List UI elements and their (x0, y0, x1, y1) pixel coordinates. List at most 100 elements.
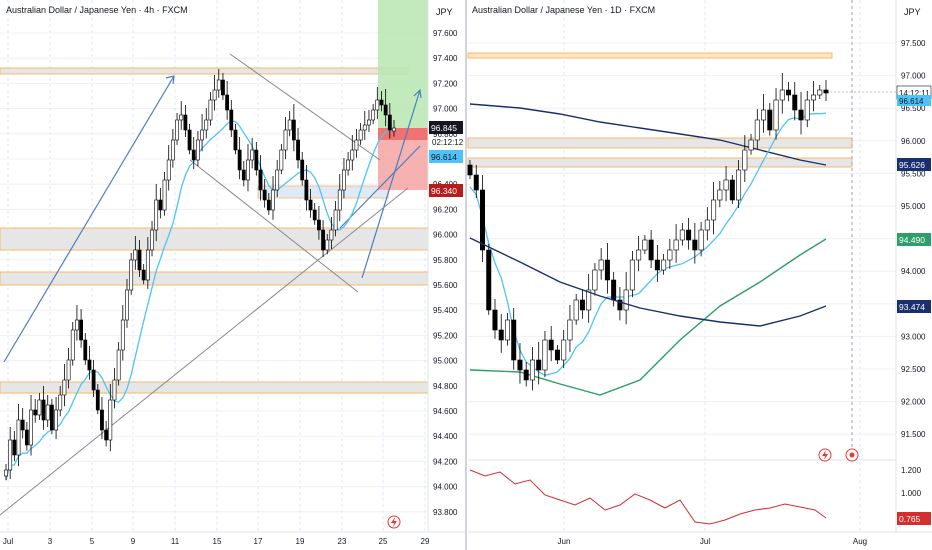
left-candle-body (262, 189, 267, 201)
trend-arrow-1-head (165, 75, 175, 85)
left-resistance-zone (0, 67, 409, 75)
left-candle-body (70, 329, 75, 361)
left-time-tick: 11 (171, 537, 180, 546)
right-candle-body (823, 89, 829, 94)
left-candle-body (337, 189, 342, 211)
left-candle-body (279, 149, 284, 171)
right-ma-slow-label: 95.626 (899, 160, 925, 170)
right-candle-body (504, 319, 510, 341)
right-candle-body (736, 169, 742, 201)
left-candle-body (383, 104, 388, 116)
right-candle-body (654, 259, 660, 271)
left-candle-body (154, 199, 159, 231)
left-candle-body (254, 149, 259, 171)
right-price-tick: 95.500 (901, 169, 926, 178)
right-currency-label: JPY (904, 7, 921, 17)
right-candle-body (592, 269, 598, 291)
left-candle-body (333, 209, 338, 231)
left-price-tick: 95.400 (433, 306, 458, 315)
right-candle-body (536, 359, 542, 371)
right-candle-body (761, 109, 767, 121)
left-price-tick: 96.200 (433, 205, 458, 214)
left-candle-body (221, 79, 225, 96)
right-price-tick: 94.000 (901, 267, 926, 276)
left-candle-body (116, 349, 121, 381)
left-candles (4, 69, 396, 481)
right-candle-body (779, 89, 785, 101)
left-price-axis (428, 0, 466, 532)
left-time-tick: 29 (421, 537, 430, 546)
left-candle-body (29, 409, 33, 446)
left-candle-body (246, 159, 250, 181)
left-candle-body (271, 189, 275, 211)
left-candle-body (362, 124, 367, 131)
right-candle-body (617, 299, 623, 311)
left-candle-body (191, 149, 196, 161)
right-candles (467, 73, 829, 391)
left-candle-body (204, 119, 209, 131)
left-price-badge (429, 121, 463, 134)
left-candle-body (58, 394, 63, 411)
right-candle-body (611, 279, 617, 301)
left-candle-body (312, 209, 317, 221)
left-candle-body (241, 169, 246, 181)
left-candle-body (108, 399, 113, 441)
right-candle-body (642, 239, 648, 251)
right-candle-body (698, 229, 704, 251)
left-candle-body (133, 249, 138, 261)
left-candle-body (196, 139, 200, 161)
left-candle-body (137, 249, 142, 271)
left-candle-body (179, 114, 184, 121)
left-candle-body (308, 199, 313, 211)
left-candle-body (225, 94, 230, 111)
left-candle-body (24, 429, 29, 446)
left-candle-body (162, 179, 167, 211)
left-candle-body (83, 339, 88, 361)
left-candle-body (79, 319, 83, 341)
right-price-tick: 97.500 (901, 39, 926, 48)
right-candle-body (773, 99, 779, 131)
left-zone-96 (0, 227, 429, 251)
left-candle-body (275, 169, 280, 191)
right-candle-body (679, 229, 685, 241)
left-price-tick: 97.600 (433, 29, 458, 38)
trend-arrow-3 (339, 145, 421, 229)
right-candle-body (767, 109, 773, 131)
right-time-ticks: Jun Jul Aug (558, 537, 868, 546)
right-candle-body (692, 239, 698, 251)
right-ma-navy (469, 103, 827, 166)
right-candle-body (623, 289, 629, 311)
right-candle-body (748, 139, 754, 151)
right-ma-long-label: 93.474 (899, 302, 925, 312)
left-chart-panel: 97.60097.40097.20097.00096.80096.60096.4… (0, 0, 466, 546)
left-candle-body (49, 404, 54, 431)
left-price-tick: 95.000 (433, 357, 458, 366)
left-time-tick: 5 (90, 537, 95, 546)
left-candle-body (129, 259, 134, 291)
left-candle-body (342, 169, 346, 191)
right-candle-body (717, 189, 723, 201)
left-candle-body (4, 469, 8, 477)
right-ma-fast-badge (897, 95, 931, 106)
left-price-tick: 95.800 (433, 256, 458, 265)
left-time-tick: 25 (379, 537, 388, 546)
left-time-tick: 9 (131, 537, 136, 546)
left-candle-body (200, 129, 204, 141)
left-candle-body (300, 159, 305, 181)
right-price-tick: 95.000 (901, 202, 926, 211)
left-candle-body (392, 127, 396, 132)
left-candle-body (12, 439, 17, 456)
left-currency-box (430, 3, 460, 19)
right-osc-label: 0.765 (899, 514, 921, 524)
left-price-tick: 97.000 (433, 105, 458, 114)
right-candle-body (792, 94, 798, 111)
right-candle-body (467, 164, 473, 176)
right-candle-body (817, 89, 823, 96)
left-candle-body (158, 199, 163, 211)
right-zone-95-6 (467, 157, 853, 168)
left-candle-body (166, 159, 171, 181)
right-candle-body (667, 249, 673, 261)
right-candle-body (573, 299, 579, 321)
left-candle-body (358, 129, 363, 141)
right-price-tick: 92.000 (901, 398, 926, 407)
